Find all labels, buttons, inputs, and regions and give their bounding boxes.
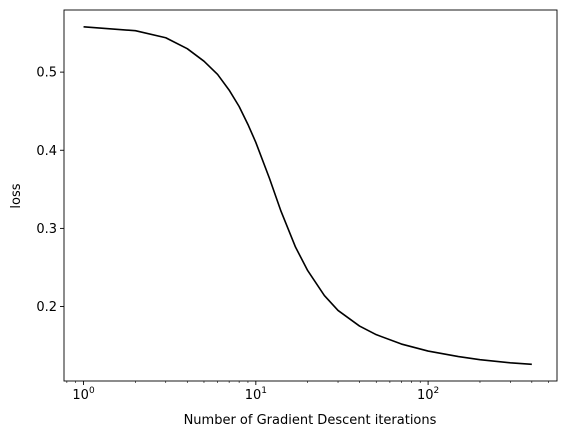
- y-tick-label: 0.2: [36, 300, 57, 315]
- y-tick-label: 0.5: [36, 66, 57, 81]
- loss-curve: [83, 26, 532, 366]
- x-tick-label: 102: [417, 386, 439, 403]
- y-axis-ticks: 0.2 0.3 0.4 0.5: [36, 66, 64, 315]
- x-axis-label: Number of Gradient Descent iterations: [184, 413, 437, 428]
- y-axis-label: loss: [9, 183, 24, 208]
- y-tick-label: 0.3: [36, 222, 57, 237]
- y-tick-label: 0.4: [36, 144, 57, 159]
- x-tick-label: 100: [72, 386, 95, 403]
- plot-area-frame: [63, 9, 558, 382]
- x-tick-label: 101: [245, 386, 267, 403]
- x-axis-ticks: 100 101 102: [66, 381, 549, 403]
